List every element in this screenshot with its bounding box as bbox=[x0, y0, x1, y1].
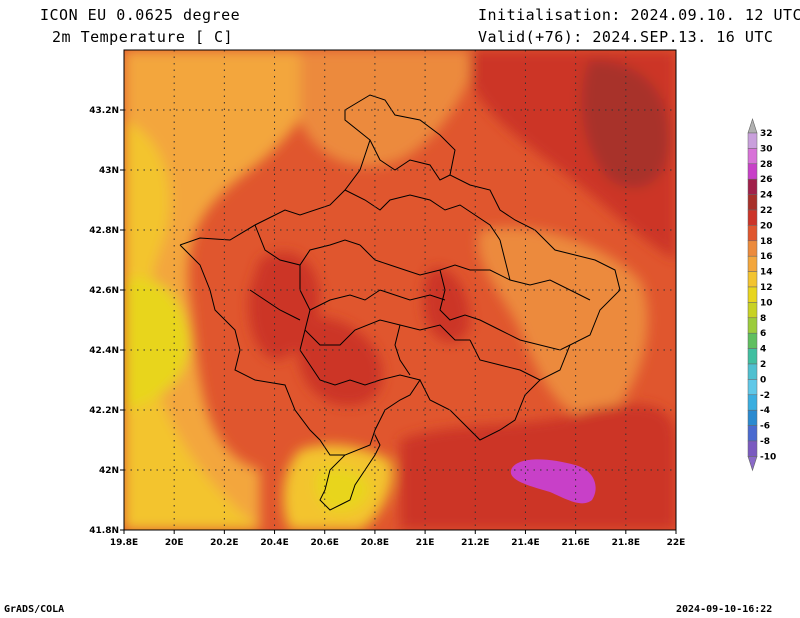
lon-tick-label: 20.2E bbox=[210, 538, 238, 548]
lon-tick-label: 20E bbox=[165, 538, 184, 548]
lon-tick-label: 20.8E bbox=[361, 538, 389, 548]
colorbar-label: 6 bbox=[760, 329, 766, 339]
colorbar-label: 10 bbox=[760, 298, 773, 308]
valid-time: Valid(+76): 2024.SEP.13. 16 UTC bbox=[478, 28, 774, 46]
colorbar-swatch bbox=[747, 394, 758, 411]
lat-tick-label: 43.2N bbox=[89, 106, 119, 116]
outer-border bbox=[179, 94, 621, 511]
colorbar-swatch bbox=[747, 225, 758, 242]
colorbar-swatch bbox=[747, 271, 758, 288]
colorbar-swatch bbox=[747, 240, 758, 257]
colorbar-swatch bbox=[747, 255, 758, 272]
lon-tick-label: 21.2E bbox=[461, 538, 489, 548]
model-title: ICON EU 0.0625 degree bbox=[40, 6, 241, 24]
border-central-3 bbox=[309, 289, 446, 311]
lat-tick-label: 42.6N bbox=[89, 286, 119, 296]
field-yellowgreen-west bbox=[124, 278, 190, 410]
colorbar-swatch bbox=[747, 317, 758, 334]
border-south-2 bbox=[394, 324, 411, 376]
colorbar-top-arrow bbox=[747, 118, 758, 134]
lat-tick-label: 41.8N bbox=[89, 526, 119, 536]
border-south-1 bbox=[299, 329, 421, 386]
colorbar-swatch bbox=[747, 132, 758, 149]
lon-tick-label: 22E bbox=[667, 538, 686, 548]
field-darkred-northeast bbox=[581, 60, 670, 188]
colorbar-label: -10 bbox=[760, 452, 776, 462]
lat-tick-label: 42N bbox=[99, 466, 119, 476]
creation-timestamp: 2024-09-10-16:22 bbox=[676, 604, 773, 615]
border-west-2 bbox=[249, 289, 301, 321]
lon-tick-label: 19.8E bbox=[110, 538, 138, 548]
colorbar-label: 22 bbox=[760, 206, 773, 216]
colorbar-label: 16 bbox=[760, 252, 773, 262]
colorbar-label: 32 bbox=[760, 129, 773, 139]
colorbar-swatch bbox=[747, 302, 758, 319]
field-orange-east bbox=[478, 227, 648, 420]
colorbar-label: 20 bbox=[760, 221, 773, 231]
lon-tick-label: 20.4E bbox=[260, 538, 288, 548]
border-central-2 bbox=[359, 244, 591, 301]
field-yellowgreen-south bbox=[315, 468, 370, 512]
border-east-1 bbox=[439, 269, 571, 351]
colorbar-label: 14 bbox=[760, 268, 773, 278]
colorbar-swatch bbox=[747, 148, 758, 165]
colorbar-swatch bbox=[747, 425, 758, 442]
lon-tick-label: 21E bbox=[416, 538, 435, 548]
lat-tick-label: 43N bbox=[99, 166, 119, 176]
field-magenta-hotspot bbox=[510, 459, 596, 504]
colorbar-swatch bbox=[747, 379, 758, 396]
colorbar-label: 30 bbox=[760, 144, 773, 154]
colorbar-swatch bbox=[747, 178, 758, 195]
colorbar-swatch bbox=[747, 440, 758, 457]
colorbar-label: -8 bbox=[760, 437, 770, 447]
colorbar-label: 4 bbox=[760, 345, 766, 355]
colorbar-label: 0 bbox=[760, 375, 766, 385]
lon-tick-label: 21.4E bbox=[511, 538, 539, 548]
colorbar-label: 26 bbox=[760, 175, 773, 185]
colorbar-label: 28 bbox=[760, 160, 773, 170]
colorbar-label: 8 bbox=[760, 314, 766, 324]
colorbar-label: -6 bbox=[760, 422, 770, 432]
colorbar-swatch bbox=[747, 163, 758, 180]
field-title: 2m Temperature [ C] bbox=[52, 28, 234, 46]
init-time: Initialisation: 2024.09.10. 12 UTC bbox=[478, 6, 800, 24]
lon-tick-label: 21.6E bbox=[561, 538, 589, 548]
axis-ticks: 19.8E 20E 20.2E 20.4E 20.6E 20.8E 21E 21.2E 21.4… bbox=[89, 106, 685, 548]
graticule bbox=[124, 50, 676, 530]
software-credit: GrADS/COLA bbox=[4, 604, 65, 615]
lat-tick-label: 42.8N bbox=[89, 226, 119, 236]
lon-tick-label: 21.8E bbox=[612, 538, 640, 548]
border-east-2 bbox=[469, 339, 541, 381]
temperature-field bbox=[124, 50, 676, 530]
field-orange-west bbox=[124, 50, 330, 530]
colorbar-swatch bbox=[747, 363, 758, 380]
colorbar-label: 12 bbox=[760, 283, 773, 293]
lat-tick-label: 42.2N bbox=[89, 406, 119, 416]
colorbar-swatch bbox=[747, 194, 758, 211]
district-borders bbox=[179, 94, 621, 511]
lat-tick-label: 42.4N bbox=[89, 346, 119, 356]
colorbar-swatch bbox=[747, 409, 758, 426]
colorbar-label: 24 bbox=[760, 191, 773, 201]
colorbar-swatch bbox=[747, 209, 758, 226]
field-yellow-west bbox=[124, 120, 260, 530]
western-border bbox=[179, 244, 345, 456]
border-north-2 bbox=[369, 139, 451, 181]
colorbar-swatch bbox=[747, 332, 758, 349]
colorbar-label: -4 bbox=[760, 406, 770, 416]
border-nw-1 bbox=[254, 224, 361, 266]
colorbar-label: 18 bbox=[760, 237, 773, 247]
colorbar-label: 2 bbox=[760, 360, 766, 370]
colorbar-swatch bbox=[747, 286, 758, 303]
lon-tick-label: 20.6E bbox=[311, 538, 339, 548]
colorbar-bottom-arrow bbox=[747, 456, 758, 472]
border-east-3 bbox=[499, 239, 511, 281]
colorbar-label: -2 bbox=[760, 391, 770, 401]
field-red-center-east bbox=[423, 268, 470, 343]
colorbar-swatch bbox=[747, 348, 758, 365]
